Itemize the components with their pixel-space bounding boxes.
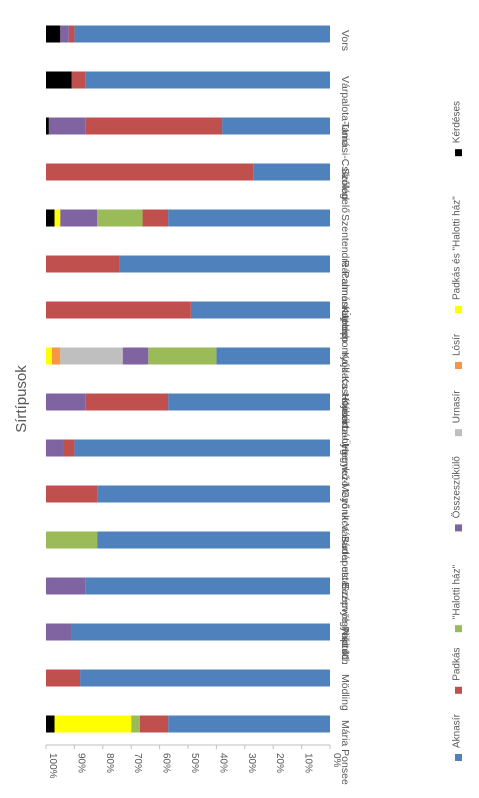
bar-aknas-r-4: [253, 163, 330, 181]
bar-sszesz-k-l-5: [60, 209, 98, 227]
bar-aknas-r-8: [216, 347, 330, 365]
bar-aknas-r-10: [74, 439, 331, 457]
bar-padk-s-11: [46, 485, 98, 503]
bar-k-rd-ses-2: [46, 71, 72, 89]
legend-label: Lósír: [452, 333, 463, 356]
bar-k-rd-ses-16: [46, 715, 55, 733]
plot-area: 0% 10% 20% 30% 40% 50% 60% 70% 80% 90% 100% Vors Vár…: [45, 25, 463, 785]
value-tick-label: 60%: [161, 753, 172, 773]
legend-swatch-k-rd-ses: [455, 149, 462, 157]
value-tick-label: 80%: [104, 753, 115, 773]
bar-padk-s-6: [46, 255, 120, 273]
bar-aknas-r-11: [97, 485, 331, 503]
legend-label: Padkás: [452, 647, 463, 680]
legend-label: Urnasír: [452, 390, 463, 423]
category-label: Szentendre-Pannoniatelep: [339, 214, 351, 339]
bar-sszesz-k-l-9: [46, 393, 86, 411]
bar-padk-s-9: [85, 393, 169, 411]
value-tick-label: 70%: [132, 753, 143, 773]
bar-halotti-h-z-5: [97, 209, 143, 227]
value-tick-label: 10%: [303, 753, 314, 773]
category-label: Kaposhomyók-Kastélykert: [339, 306, 351, 428]
bar-padk-s-s-halotti-h-z-5: [54, 209, 61, 227]
category-label: Hegykő-Mező utca: [339, 444, 351, 532]
bar-padk-s-1: [68, 25, 75, 43]
bar-sszesz-k-l-8: [122, 347, 149, 365]
bar-padk-s-s-halotti-h-z-8: [46, 347, 52, 365]
bar-aknas-r-13: [85, 577, 330, 595]
bar-aknas-r-15: [80, 669, 330, 687]
legend-label: Összeszűkülő: [451, 456, 463, 519]
value-tick-label: 90%: [75, 753, 86, 773]
legend-swatch-padk-s: [455, 686, 462, 694]
bar-sszesz-k-l-10: [46, 439, 64, 457]
legend-label: Padkás és "Halotti ház": [452, 196, 463, 300]
bar-urnas-r-8: [60, 347, 123, 365]
bar-aknas-r-3: [222, 117, 330, 135]
chart-title: Sírtípusok: [13, 365, 30, 433]
legend-label: Kérdéses: [452, 101, 463, 143]
bar-padk-s-15: [46, 669, 81, 687]
bar-k-rd-ses-3: [46, 117, 49, 135]
bar-aknas-r-1: [74, 25, 331, 43]
category-label: Várpalota-Unio: [339, 76, 351, 146]
bar-aknas-r-6: [119, 255, 330, 273]
bar-padk-s-s-halotti-h-z-16: [54, 715, 132, 733]
category-label: Kádárta-Ürgemező: [339, 398, 351, 487]
legend: Aknasír Padkás "Halotti ház" Összeszűkülő Ur…: [451, 101, 463, 761]
bar-aknas-r-5: [168, 209, 330, 227]
category-label: Rácalmás-Újtelep: [339, 260, 352, 343]
value-tick-label: 40%: [217, 753, 228, 773]
bar-aknas-r-9: [168, 393, 330, 411]
category-label: Tamási-Csikólegelő: [339, 122, 351, 213]
legend-swatch-l-s-r: [455, 362, 462, 369]
category-label: Mária Ponsee: [339, 720, 351, 785]
value-tick-label: 20%: [274, 753, 285, 773]
category-label: Budapest-Szépvölgyi út 41.: [339, 536, 351, 664]
bar-halotti-h-z-12: [46, 531, 98, 549]
legend-swatch-sszesz-k-l: [455, 524, 462, 532]
bar-padk-s-10: [63, 439, 75, 457]
bar-padk-s-3: [85, 117, 223, 135]
bar-sszesz-k-l-13: [46, 577, 86, 595]
legend-swatch-padk-s-s-halotti-h-z: [455, 306, 462, 313]
bar-l-s-r-8: [51, 347, 61, 365]
value-tick-label: 30%: [246, 753, 257, 773]
bar-halotti-h-z-8: [148, 347, 217, 365]
category-label: Nikitsch: [339, 628, 351, 665]
bar-padk-s-16: [139, 715, 169, 733]
bar-padk-s-5: [142, 209, 169, 227]
bar-k-rd-ses-1: [46, 25, 61, 43]
bar-aknas-r-14: [71, 623, 330, 641]
bar-sszesz-k-l-3: [48, 117, 86, 135]
bar-aknas-r-12: [97, 531, 331, 549]
category-label: Gyönk-Vásártér utca: [339, 490, 351, 586]
category-label: Szólád: [339, 168, 351, 200]
bar-padk-s-2: [71, 71, 86, 89]
legend-swatch-aknas-r: [455, 754, 462, 761]
category-label: Mödling: [339, 674, 351, 711]
legend-label: Aknasír: [452, 713, 463, 748]
value-tick-label: 0%: [331, 753, 342, 768]
bar-sszesz-k-l-1: [60, 25, 69, 43]
legend-label: "Halotti ház": [452, 564, 463, 619]
bar-sszesz-k-l-14: [46, 623, 72, 641]
category-label: Kajdacs-Homokbánya: [339, 352, 351, 455]
bar-k-rd-ses-5: [46, 209, 55, 227]
value-tick-label: 50%: [189, 753, 200, 773]
bar-aknas-r-16: [168, 715, 330, 733]
category-label: Bezenye-Paprét: [339, 582, 351, 657]
bar-aknas-r-7: [190, 301, 330, 319]
legend-swatch-halotti-h-z: [455, 625, 462, 633]
bar-halotti-h-z-16: [131, 715, 140, 733]
bar-padk-s-4: [46, 163, 254, 181]
legend-swatch-urnas-r: [455, 429, 462, 437]
bar-aknas-r-2: [85, 71, 330, 89]
bar-padk-s-7: [46, 301, 191, 319]
value-tick-label: 100%: [47, 753, 58, 779]
category-label: Vors: [339, 30, 351, 51]
